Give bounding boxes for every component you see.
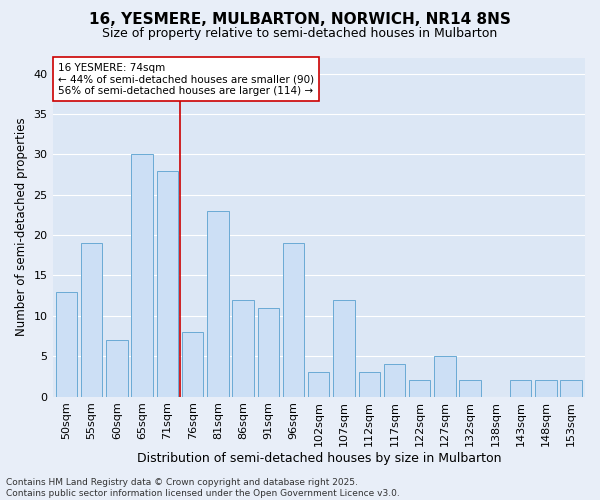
- Bar: [207, 211, 229, 396]
- Bar: [106, 340, 128, 396]
- Text: 16 YESMERE: 74sqm
← 44% of semi-detached houses are smaller (90)
56% of semi-det: 16 YESMERE: 74sqm ← 44% of semi-detached…: [58, 62, 314, 96]
- Bar: [131, 154, 153, 396]
- Bar: [283, 243, 304, 396]
- Bar: [535, 380, 557, 396]
- Bar: [81, 243, 103, 396]
- Text: Contains HM Land Registry data © Crown copyright and database right 2025.
Contai: Contains HM Land Registry data © Crown c…: [6, 478, 400, 498]
- Bar: [157, 170, 178, 396]
- Bar: [56, 292, 77, 397]
- Bar: [560, 380, 582, 396]
- Bar: [257, 308, 279, 396]
- Bar: [333, 300, 355, 396]
- Text: Size of property relative to semi-detached houses in Mulbarton: Size of property relative to semi-detach…: [103, 28, 497, 40]
- Bar: [308, 372, 329, 396]
- Bar: [232, 300, 254, 396]
- Bar: [434, 356, 455, 397]
- Bar: [359, 372, 380, 396]
- Text: 16, YESMERE, MULBARTON, NORWICH, NR14 8NS: 16, YESMERE, MULBARTON, NORWICH, NR14 8N…: [89, 12, 511, 28]
- Y-axis label: Number of semi-detached properties: Number of semi-detached properties: [15, 118, 28, 336]
- Bar: [460, 380, 481, 396]
- Bar: [384, 364, 405, 396]
- Bar: [182, 332, 203, 396]
- Bar: [510, 380, 532, 396]
- X-axis label: Distribution of semi-detached houses by size in Mulbarton: Distribution of semi-detached houses by …: [137, 452, 501, 465]
- Bar: [409, 380, 430, 396]
